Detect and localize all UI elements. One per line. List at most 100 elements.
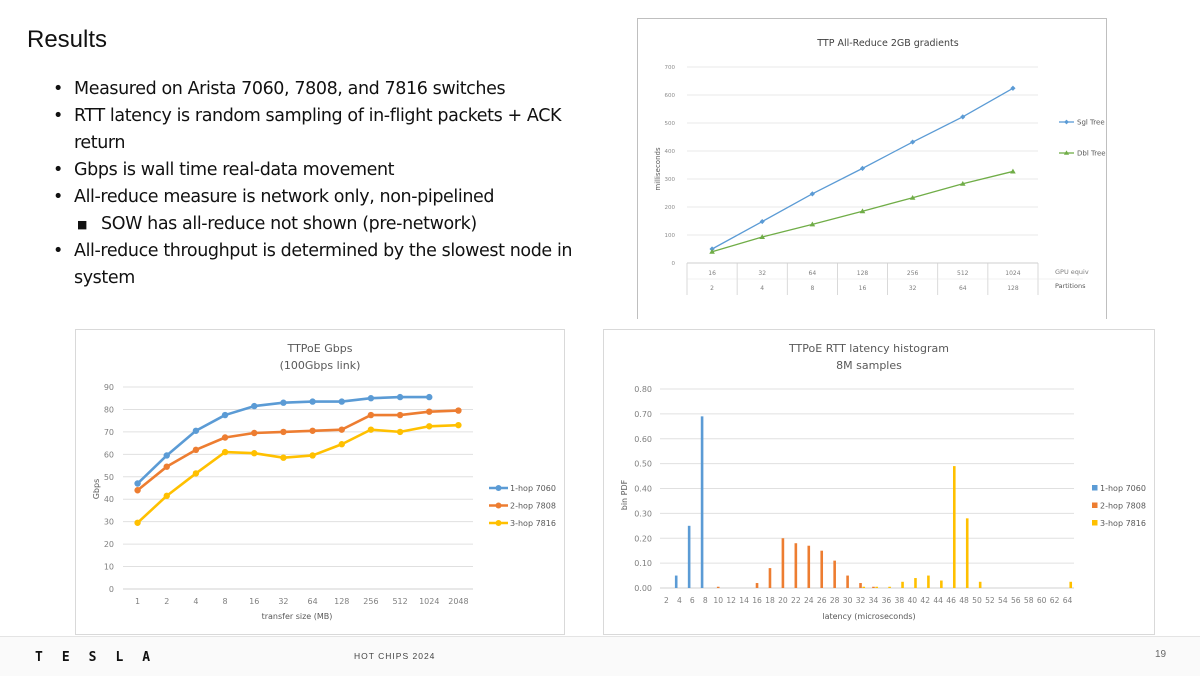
series-line-2-hop-7808 [136, 409, 459, 492]
legend-marker [495, 520, 502, 526]
legend-marker [1063, 150, 1070, 155]
data-point-marker [909, 194, 916, 200]
histogram-bar [859, 583, 862, 588]
x-tick-label: 10 [713, 596, 723, 605]
bullet-icon: • [53, 241, 63, 261]
data-point-marker [1010, 85, 1016, 91]
bullet-icon: • [53, 187, 63, 207]
data-point-marker [192, 446, 200, 454]
data-point-marker [221, 411, 229, 419]
histogram-bar [914, 578, 917, 588]
x2-tick-label: 64 [959, 285, 967, 292]
y-tick-label: 20 [104, 540, 114, 549]
x-tick-label: 14 [739, 596, 749, 605]
histogram-bar [901, 581, 904, 588]
y-tick-label: 0.60 [634, 435, 652, 444]
bullet-item: • RTT latency is random sampling of in-fl… [50, 103, 590, 157]
bullet-text: All-reduce measure is network only, non-… [74, 187, 495, 207]
gbps-chart-frame: TTPoE Gbps (100Gbps link) Gbps transfer … [75, 329, 565, 635]
allreduce-chart-frame: TTP All-Reduce 2GB gradients millisecond… [637, 18, 1107, 319]
histogram-bar [872, 586, 875, 588]
conference-label: HOT CHIPS 2024 [354, 651, 436, 661]
data-point-marker [134, 487, 141, 494]
bullet-icon: • [53, 160, 63, 180]
histogram-bar [794, 543, 798, 588]
x-tick-label: 16 [752, 596, 762, 605]
x-tick-label: 2048 [448, 597, 468, 606]
bullet-item: • Measured on Arista 7060, 7808, and 7816… [50, 76, 590, 103]
histogram-bar [700, 416, 704, 588]
data-point-marker [192, 470, 200, 477]
x-axis-label: latency (microseconds) [822, 612, 915, 621]
histogram-bar [1069, 581, 1073, 588]
legend-marker [495, 502, 502, 509]
x2-tick-label: 4 [760, 285, 764, 292]
legend-marker [495, 485, 502, 491]
x-tick-label: 256 [907, 270, 919, 277]
y-tick-label: 200 [665, 205, 676, 211]
y-tick-label: 0.40 [634, 485, 652, 494]
y-tick-label: 700 [665, 65, 676, 71]
x-tick-label: 16 [708, 270, 716, 277]
legend-label: Dbl Tree [1077, 150, 1106, 158]
legend-marker [1064, 119, 1069, 125]
y-tick-label: 0.80 [634, 385, 652, 394]
data-point-marker [163, 492, 170, 500]
data-point-marker [251, 450, 258, 457]
histogram-bar [781, 538, 785, 588]
histogram-bar [888, 586, 891, 588]
data-point-marker [859, 165, 866, 171]
legend-label: 3-hop 7816 [1100, 519, 1146, 528]
x-tick-label: 36 [882, 596, 892, 605]
x-tick-label: 46 [946, 596, 956, 605]
y-tick-label: 70 [104, 428, 114, 437]
y-tick-label: 0.20 [634, 534, 652, 543]
histogram-bar [862, 586, 866, 588]
bullet-icon: • [53, 106, 63, 126]
y-tick-label: 0.50 [634, 460, 652, 469]
x-tick-label: 18 [765, 596, 775, 605]
category-axis-label: GPU equiv [1055, 268, 1089, 276]
x-tick-label: 64 [307, 597, 317, 606]
x-tick-label: 512 [392, 597, 407, 606]
data-point-marker [959, 180, 966, 186]
x-tick-label: 62 [1050, 596, 1060, 605]
y-tick-label: 400 [665, 149, 676, 155]
data-point-marker [221, 448, 229, 456]
chart-title: TTPoE Gbps [287, 342, 353, 355]
x-tick-label: 38 [895, 596, 905, 605]
histogram-bar [833, 560, 836, 588]
y-tick-label: 90 [104, 383, 114, 392]
y-tick-label: 600 [665, 93, 676, 99]
x-tick-label: 52 [985, 596, 995, 605]
x-tick-label: 56 [1011, 596, 1021, 605]
x-tick-label: 2 [664, 596, 669, 605]
x2-tick-label: 16 [859, 285, 867, 292]
data-point-marker [455, 421, 462, 429]
y-tick-label: 60 [104, 450, 114, 459]
x-tick-label: 64 [1063, 596, 1073, 605]
histogram-bar [952, 466, 956, 588]
legend-label: 2-hop 7808 [510, 502, 556, 511]
bullet-item: • All-reduce measure is network only, non… [50, 184, 590, 211]
data-point-marker [809, 191, 815, 197]
data-point-marker [396, 393, 404, 401]
histogram-bar [846, 575, 849, 588]
data-point-marker [759, 234, 766, 239]
square-bullet-icon: ■ [77, 218, 87, 231]
data-point-marker [426, 393, 433, 401]
data-point-marker [910, 139, 916, 145]
x-tick-label: 26 [817, 596, 827, 605]
y-tick-label: 0.30 [634, 509, 652, 518]
x-tick-label: 32 [856, 596, 866, 605]
sub-bullet-item: ■ SOW has all-reduce not shown (pre-netwo… [50, 211, 590, 238]
legend-label: 3-hop 7816 [510, 519, 556, 528]
x2-tick-label: 8 [810, 285, 814, 292]
data-point-marker [709, 249, 715, 254]
x-tick-label: 34 [869, 596, 879, 605]
y-axis-label: Gbps [92, 479, 101, 500]
series-line-1-hop-7060 [136, 395, 430, 485]
category2-axis-label: Partitions [1055, 282, 1086, 290]
x-tick-label: 44 [933, 596, 943, 605]
gbps-chart: TTPoE Gbps (100Gbps link) Gbps transfer … [92, 342, 556, 621]
